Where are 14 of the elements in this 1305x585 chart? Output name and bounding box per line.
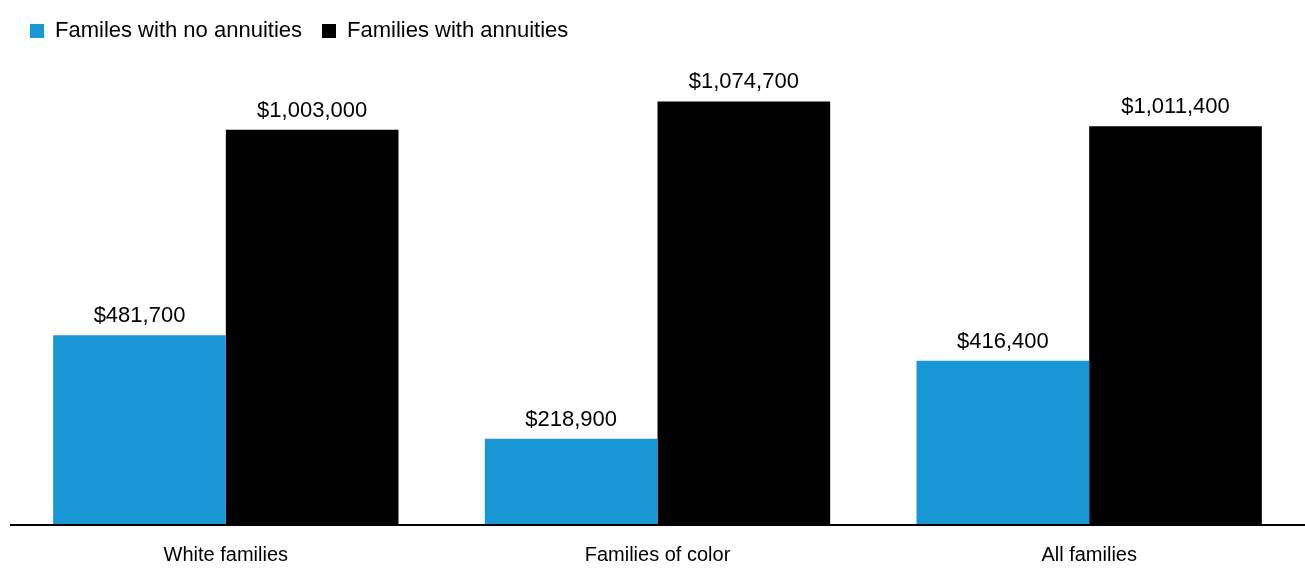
legend-label: Families with annuities [347, 17, 569, 43]
data-label: $1,011,400 [1121, 93, 1230, 119]
data-label: $416,400 [956, 327, 1049, 353]
legend-label: Familes with no annuities [55, 17, 303, 43]
x-tick-label: White families [163, 542, 289, 565]
x-tick-label: All families [1041, 542, 1137, 565]
data-label: $218,900 [525, 405, 618, 431]
x-tick-label: Families of color [584, 542, 731, 565]
data-label: $481,700 [93, 302, 186, 328]
bar [916, 360, 1090, 525]
data-label: $1,003,000 [257, 96, 368, 122]
bar [53, 335, 226, 525]
bar [484, 438, 658, 525]
data-label: $1,074,700 [688, 68, 799, 94]
